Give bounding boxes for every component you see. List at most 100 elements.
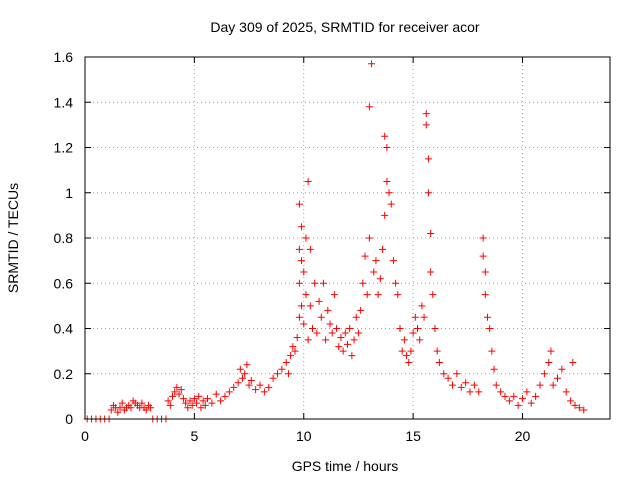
data-point [416, 336, 424, 344]
data-point [505, 397, 513, 405]
y-tick-label: 0.6 [54, 275, 74, 291]
data-point [293, 334, 301, 342]
data-point [376, 275, 384, 283]
data-point [335, 343, 343, 351]
data-point [357, 306, 365, 314]
data-point [374, 291, 382, 299]
data-point [317, 313, 325, 321]
data-point [269, 374, 277, 382]
data-point [300, 320, 308, 328]
data-point [186, 397, 194, 405]
data-point [440, 370, 448, 378]
data-point [328, 329, 336, 337]
data-point [348, 352, 356, 360]
data-point [298, 302, 306, 310]
data-point [282, 358, 290, 366]
data-point [116, 404, 124, 412]
data-point [195, 392, 203, 400]
data-point [569, 358, 577, 366]
data-point [326, 320, 334, 328]
data-point [405, 358, 413, 366]
x-axis-label: GPS time / hours [292, 458, 399, 474]
data-point [420, 313, 428, 321]
data-point [396, 325, 404, 332]
y-axis-label: SRMTID / TECUs [5, 183, 21, 293]
data-point [241, 370, 249, 378]
data-point [260, 388, 268, 396]
y-tick-label: 1 [65, 185, 73, 201]
data-point [339, 347, 347, 355]
data-point [457, 383, 465, 391]
ticks-layer: 0 0.2 0.4 0.6 0.8 1 1.2 1.4 1.6 0 5 10 15 20 [54, 49, 610, 444]
data-point [142, 406, 150, 414]
data-point [545, 358, 553, 366]
data-point [453, 370, 461, 378]
data-point [462, 379, 470, 387]
data-point [164, 397, 172, 405]
data-point [523, 388, 531, 396]
data-point [166, 401, 174, 409]
data-point [173, 383, 181, 391]
data-point [549, 381, 557, 389]
data-point [424, 189, 432, 197]
data-point [403, 352, 411, 360]
data-point [193, 399, 201, 407]
data-point [400, 336, 408, 344]
y-tick-label: 0 [65, 411, 73, 427]
data-point [497, 388, 505, 396]
data-point [490, 365, 498, 373]
data-point [298, 223, 306, 231]
y-tick-label: 1.6 [54, 49, 74, 65]
data-point [354, 329, 362, 337]
data-point [409, 329, 417, 337]
data-point [359, 279, 367, 287]
data-point [247, 377, 255, 385]
data-point [190, 395, 198, 403]
data-point [333, 325, 341, 332]
data-point [319, 279, 327, 287]
data-point [234, 379, 242, 387]
data-point [422, 110, 430, 118]
data-point [230, 383, 238, 391]
data-point [225, 388, 233, 396]
data-point [295, 245, 303, 253]
data-point [365, 234, 373, 242]
data-point [501, 392, 509, 400]
data-point [486, 325, 494, 332]
data-point [201, 401, 209, 409]
data-point [147, 404, 155, 412]
data-point [427, 229, 435, 237]
data-point [383, 177, 391, 185]
data-point [221, 392, 229, 400]
x-tick-label: 15 [405, 428, 421, 444]
chart-title: Day 309 of 2025, SRMTID for receiver aco… [210, 19, 480, 35]
data-point [385, 189, 393, 197]
grid-layer [85, 57, 610, 419]
data-point [169, 392, 176, 400]
data-point [298, 257, 306, 265]
data-point [571, 401, 579, 409]
data-point [199, 397, 207, 405]
data-point [346, 325, 354, 332]
data-point [197, 404, 205, 412]
data-point [466, 388, 474, 396]
data-point [392, 279, 400, 287]
x-tick-label: 5 [190, 428, 198, 444]
data-point [411, 313, 419, 321]
data-point [484, 313, 491, 321]
data-point [418, 302, 426, 310]
data-point [527, 399, 535, 407]
data-point [311, 279, 319, 287]
data-point [300, 268, 308, 276]
data-point [365, 103, 373, 111]
data-point [171, 388, 179, 396]
data-point [114, 408, 122, 416]
data-point [575, 404, 583, 412]
data-point [352, 313, 360, 321]
data-point [536, 381, 544, 389]
data-point [337, 334, 345, 342]
data-point [379, 245, 386, 253]
data-point [118, 399, 126, 407]
data-point [239, 374, 246, 382]
